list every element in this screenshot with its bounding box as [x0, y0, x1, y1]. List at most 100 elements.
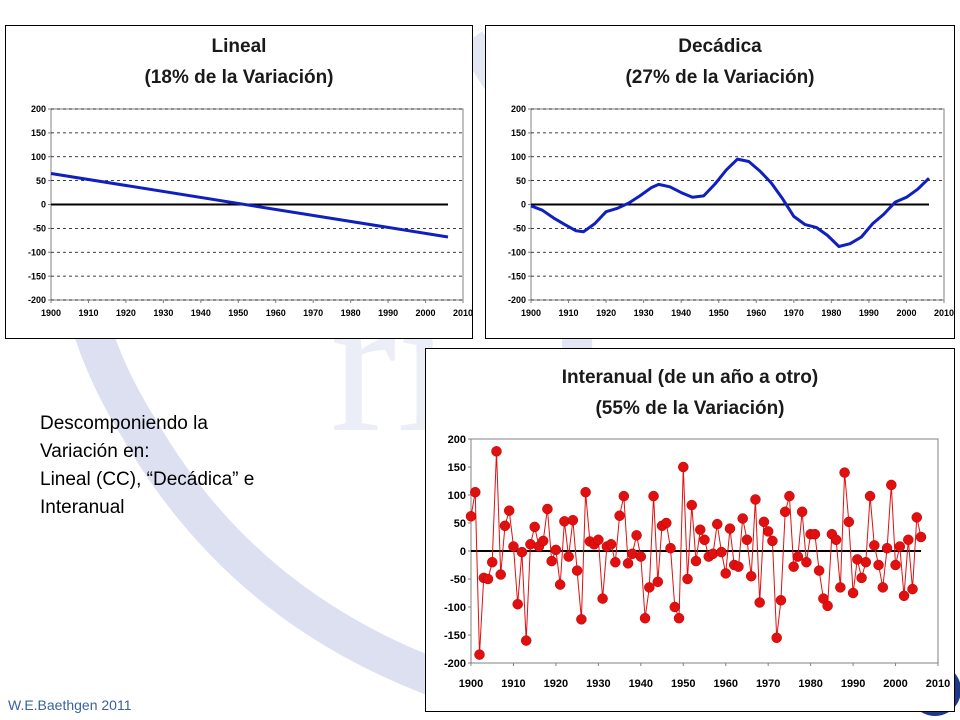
- y-tick-label: 50: [454, 518, 466, 530]
- x-tick-label: 2010: [934, 308, 954, 318]
- data-point: [682, 573, 693, 585]
- caption-line: Interanual: [40, 497, 125, 518]
- data-point: [665, 542, 676, 554]
- data-point: [495, 569, 506, 580]
- x-tick-label: 1910: [501, 678, 525, 690]
- data-point: [707, 548, 719, 560]
- x-tick-label: 1950: [671, 678, 695, 690]
- data-point: [911, 512, 923, 523]
- data-point: [758, 516, 770, 528]
- y-tick-label: -100: [28, 247, 46, 257]
- y-tick-label: 50: [36, 176, 46, 186]
- x-tick-label: 1900: [41, 308, 61, 318]
- x-tick-label: 2000: [896, 308, 916, 318]
- data-point: [695, 524, 706, 535]
- data-point: [567, 514, 579, 526]
- caption-line: Descomponiendo la: [40, 413, 208, 434]
- data-point: [610, 556, 621, 568]
- x-tick-label: 1970: [303, 308, 323, 318]
- chart-title-line-1: Interanual (de un año a otro): [561, 367, 819, 388]
- data-point: [716, 546, 727, 558]
- caption-line: Variación en:: [40, 441, 150, 462]
- data-point: [465, 511, 477, 522]
- x-tick-label: 1950: [709, 308, 729, 318]
- chart-title-line-1: Decádica: [678, 36, 762, 57]
- data-point: [890, 559, 901, 571]
- y-tick-label: -50: [33, 224, 46, 234]
- data-point: [673, 612, 685, 624]
- x-tick-label: 1940: [671, 308, 691, 318]
- x-tick-label: 1910: [78, 308, 98, 318]
- data-point: [771, 632, 782, 644]
- data-point: [635, 551, 647, 562]
- data-point: [788, 561, 799, 572]
- data-point: [644, 582, 655, 593]
- y-tick-label: -100: [508, 247, 526, 257]
- data-point: [622, 558, 634, 569]
- data-point: [554, 579, 566, 590]
- data-point: [903, 534, 914, 546]
- y-tick-label: 0: [41, 200, 46, 210]
- data-point: [529, 521, 540, 533]
- x-tick-label: 2010: [926, 678, 950, 690]
- data-point: [542, 503, 553, 515]
- x-tick-label: 1980: [341, 308, 361, 318]
- data-point: [516, 546, 528, 558]
- data-point: [618, 490, 630, 502]
- data-point: [512, 598, 523, 610]
- slide-caption: Descomponiendo la Variación en: Lineal (…: [40, 410, 330, 522]
- data-point: [860, 556, 872, 568]
- x-tick-label: 1960: [713, 678, 737, 690]
- data-point: [686, 499, 698, 511]
- chart-panel-lineal: Lineal (18% de la Variación) 200 150 100 50…: [5, 25, 473, 339]
- y-tick-label: 100: [448, 490, 466, 502]
- series-line: [470, 450, 922, 656]
- data-point: [546, 555, 557, 567]
- data-point: [580, 486, 591, 498]
- data-point: [614, 510, 625, 521]
- data-point: [745, 570, 757, 582]
- data-point: [873, 559, 884, 571]
- data-point: [491, 446, 502, 457]
- x-tick-label: 1920: [596, 308, 616, 318]
- x-tick-label: 1990: [859, 308, 879, 318]
- data-point: [792, 551, 804, 562]
- chart-panel-interanual: Interanual (de un año a otro) (55% de la…: [425, 348, 955, 712]
- y-tick-label: 200: [31, 104, 46, 114]
- data-point: [661, 517, 672, 529]
- x-tick-label: 1970: [756, 678, 780, 690]
- y-tick-label: 150: [31, 128, 46, 138]
- series-line: [50, 172, 449, 239]
- data-point: [894, 541, 906, 552]
- x-tick-label: 1980: [821, 308, 841, 318]
- data-point: [843, 516, 855, 528]
- data-point: [576, 614, 587, 625]
- x-tick-label: 1990: [378, 308, 398, 318]
- y-tick-label: -100: [444, 602, 466, 614]
- data-point: [741, 534, 753, 546]
- data-point: [737, 513, 748, 524]
- chart-title-line-2: (18% de la Variación): [144, 67, 334, 88]
- x-tick-label: 1970: [784, 308, 804, 318]
- chart-title-line-2: (27% de la Variación): [625, 67, 815, 88]
- x-tick-label: 1950: [228, 308, 248, 318]
- data-point: [486, 556, 498, 568]
- x-tick-label: 2000: [883, 678, 907, 690]
- data-point: [886, 479, 897, 491]
- y-tick-label: 0: [460, 546, 466, 558]
- y-tick-label: -150: [508, 271, 526, 281]
- data-point: [571, 565, 583, 576]
- chart-lineal-plot: 200 150 100 50 0 -50 -100 -150 -200 1900 1910 1920 1…: [28, 104, 473, 318]
- data-point: [605, 539, 617, 550]
- data-point: [835, 582, 846, 593]
- data-point: [796, 506, 808, 518]
- data-point: [809, 528, 821, 540]
- data-point: [648, 490, 659, 502]
- chart-title-line-2: (55% de la Variación): [595, 398, 785, 419]
- data-point: [631, 530, 642, 541]
- x-tick-label: 1900: [521, 308, 541, 318]
- data-point: [639, 612, 651, 624]
- data-point: [813, 565, 825, 576]
- data-point: [503, 505, 515, 516]
- data-point: [750, 494, 761, 505]
